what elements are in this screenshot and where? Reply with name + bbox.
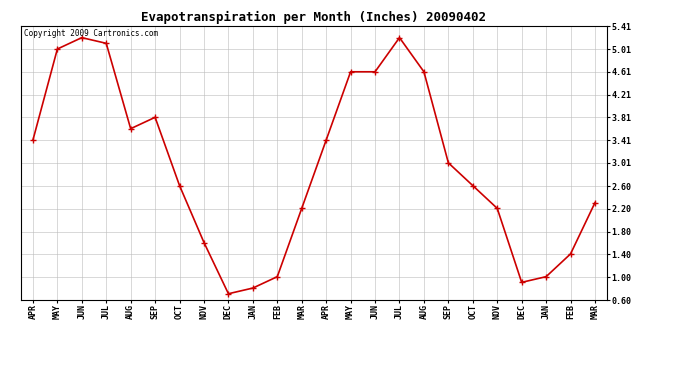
Text: Copyright 2009 Cartronics.com: Copyright 2009 Cartronics.com	[23, 29, 158, 38]
Title: Evapotranspiration per Month (Inches) 20090402: Evapotranspiration per Month (Inches) 20…	[141, 10, 486, 24]
